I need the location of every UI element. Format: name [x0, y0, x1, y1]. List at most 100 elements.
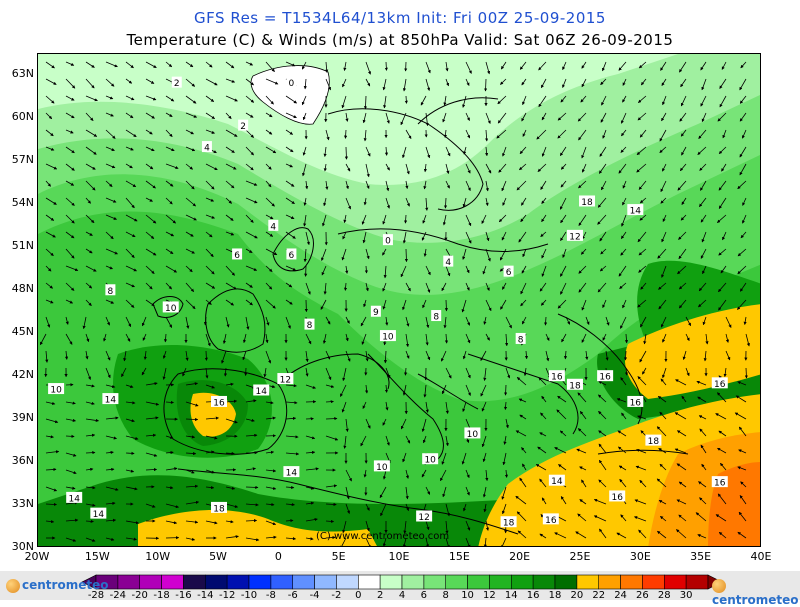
svg-text:12: 12 [569, 232, 580, 242]
wind-arrow [506, 385, 507, 395]
colorbar-cell [183, 575, 205, 589]
colorbar-label: -12 [219, 590, 235, 601]
svg-text:18: 18 [503, 519, 515, 529]
title-line-1: GFS Res = T1534L64/13km Init: Fri 00Z 25… [0, 9, 800, 27]
colorbar-cell [118, 575, 140, 589]
lat-label: 63N [0, 67, 34, 80]
svg-text:6: 6 [506, 268, 512, 278]
colorbar-cell [358, 575, 380, 589]
colorbar-cell [446, 575, 468, 589]
svg-text:14: 14 [256, 387, 268, 397]
temp-label: 8 [305, 319, 315, 332]
svg-text:9: 9 [373, 308, 379, 318]
colorbar-cell [162, 575, 184, 589]
temp-label: 10 [374, 460, 390, 473]
colorbar-label: -16 [175, 590, 191, 601]
colorbar-cell [205, 575, 227, 589]
colorbar-cell [642, 575, 664, 589]
colorbar-label: 16 [527, 590, 540, 601]
temp-label: 14 [102, 393, 118, 406]
colorbar-label: 20 [570, 590, 583, 601]
svg-text:10: 10 [467, 430, 479, 440]
wind-arrow [326, 419, 337, 420]
wind-arrow [86, 453, 95, 454]
colorbar-label: 26 [636, 590, 649, 601]
lat-label: 57N [0, 153, 34, 166]
wind-arrow [446, 300, 447, 311]
colorbar-cell [533, 575, 555, 589]
temp-label: 14 [627, 204, 643, 217]
svg-text:12: 12 [280, 376, 291, 386]
temp-label: 10 [464, 427, 480, 440]
lat-label: 54N [0, 196, 34, 209]
temp-label: 18 [579, 195, 595, 208]
temp-label: 14 [283, 466, 299, 479]
svg-text:18: 18 [648, 437, 660, 447]
globe-icon [712, 579, 726, 593]
svg-text:14: 14 [105, 396, 117, 406]
temp-label: 2 [238, 120, 248, 133]
lon-label: 20E [509, 550, 530, 563]
wind-arrow [206, 351, 207, 360]
wind-arrow [486, 79, 487, 91]
colorbar-label: 22 [592, 590, 605, 601]
wind-arrow [66, 436, 74, 437]
temp-label: 14 [66, 492, 82, 505]
svg-text:0: 0 [289, 79, 295, 89]
lon-label: 35E [690, 550, 711, 563]
svg-text:4: 4 [270, 222, 276, 232]
lon-label: 40E [751, 550, 772, 563]
temp-label: 0 [286, 77, 296, 90]
svg-text:14: 14 [93, 510, 105, 520]
svg-text:2: 2 [174, 79, 180, 89]
colorbar-cell [271, 575, 293, 589]
svg-text:8: 8 [518, 335, 524, 345]
colorbar-cell [380, 575, 402, 589]
colorbar-label: 30 [680, 590, 693, 601]
lat-label: 60N [0, 110, 34, 123]
colorbar-cell [664, 575, 686, 589]
colorbar-label: 0 [355, 590, 361, 601]
svg-text:10: 10 [165, 304, 177, 314]
temp-label: 6 [504, 266, 514, 279]
colorbar-label: -2 [331, 590, 341, 601]
lon-label: 10E [389, 550, 410, 563]
colorbar-label: 24 [614, 590, 627, 601]
svg-text:16: 16 [599, 373, 611, 383]
colorbar-label: -4 [310, 590, 320, 601]
svg-text:6: 6 [234, 251, 240, 261]
colorbar-label: -20 [132, 590, 148, 601]
lat-label: 51N [0, 239, 34, 252]
lat-label: 33N [0, 497, 34, 510]
temp-label: 16 [597, 370, 613, 383]
svg-text:14: 14 [286, 469, 298, 479]
svg-text:8: 8 [108, 287, 114, 297]
lon-label: 0 [275, 550, 282, 563]
svg-text:6: 6 [289, 251, 295, 261]
colorbar-label: 10 [461, 590, 474, 601]
globe-icon [6, 579, 20, 593]
svg-text:16: 16 [611, 493, 623, 503]
logo-right: centrometeo [712, 578, 800, 607]
colorbar-cell [555, 575, 577, 589]
colorbar-label: -28 [88, 590, 104, 601]
svg-text:18: 18 [581, 198, 593, 208]
temp-label: 10 [422, 453, 438, 466]
temp-label: 10 [48, 383, 64, 396]
colorbar-label: -24 [110, 590, 126, 601]
colorbar-cell [468, 575, 490, 589]
temp-label: 6 [232, 248, 242, 261]
wind-arrow [406, 96, 407, 103]
temp-label: 2 [172, 77, 182, 90]
temp-label: 18 [567, 379, 583, 392]
colorbar-cell [621, 575, 643, 589]
svg-text:16: 16 [714, 479, 726, 489]
svg-text:16: 16 [551, 373, 563, 383]
temp-label: 10 [380, 330, 396, 343]
svg-text:8: 8 [307, 321, 313, 331]
lon-label: 10W [145, 550, 170, 563]
colorbar-cell [511, 575, 533, 589]
colorbar-label: -6 [288, 590, 298, 601]
svg-text:14: 14 [630, 207, 642, 217]
